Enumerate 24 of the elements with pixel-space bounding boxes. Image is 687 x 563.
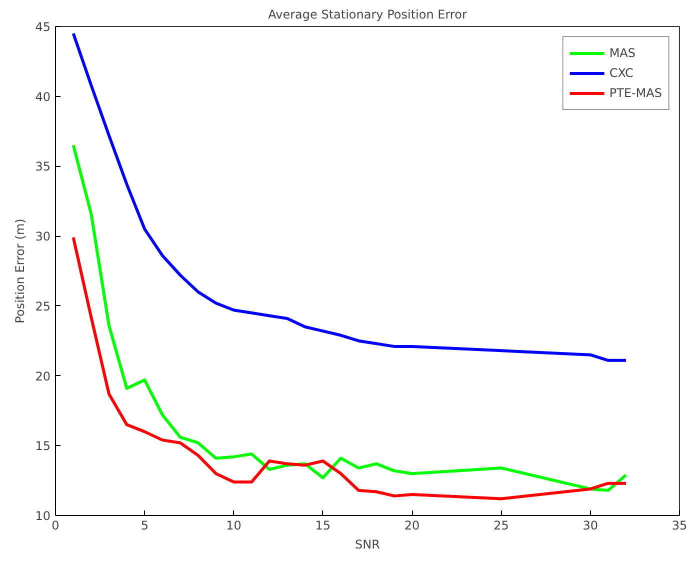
x-tick-label: 25 xyxy=(494,518,509,532)
chart-title: Average Stationary Position Error xyxy=(268,8,467,22)
x-tick-label: 5 xyxy=(140,518,148,532)
x-tick-label: 30 xyxy=(582,518,598,532)
y-tick-label: 25 xyxy=(35,299,51,314)
y-tick-label: 35 xyxy=(35,160,51,174)
y-axis-title: Position Error (m) xyxy=(13,218,28,324)
line-series xyxy=(72,144,628,492)
x-tick-label: 35 xyxy=(672,518,687,532)
y-tick-label: 45 xyxy=(35,20,51,34)
y-tick-label: 30 xyxy=(35,230,51,244)
y-tick-label: 20 xyxy=(35,369,51,384)
x-axis-title: SNR xyxy=(355,538,380,552)
line-series xyxy=(72,236,628,500)
x-tick-label: 20 xyxy=(404,518,420,532)
legend-label: PTE-MAS xyxy=(609,86,662,100)
legend-label: CXC xyxy=(609,66,634,80)
legend-label: MAS xyxy=(609,46,636,60)
y-tick-label: 10 xyxy=(35,509,51,523)
x-tick-label: 15 xyxy=(315,518,331,532)
y-tick-label: 40 xyxy=(35,90,51,104)
y-tick-label: 15 xyxy=(35,439,51,454)
x-tick-label: 10 xyxy=(226,518,242,532)
x-tick-label: 0 xyxy=(52,518,60,532)
